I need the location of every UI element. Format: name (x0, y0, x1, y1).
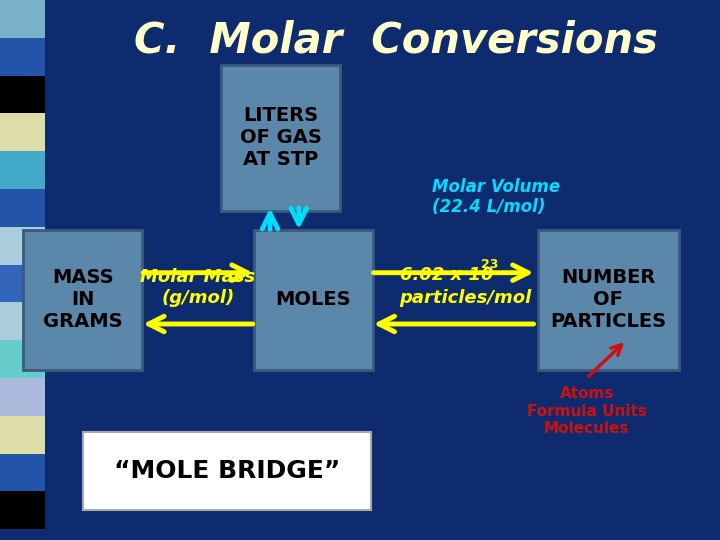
Text: 6.02 x 10: 6.02 x 10 (400, 266, 493, 285)
Bar (0, 76, 45, 113)
Text: particles/mol: particles/mol (400, 289, 532, 307)
FancyBboxPatch shape (222, 65, 341, 211)
Text: MASS
IN
GRAMS: MASS IN GRAMS (43, 268, 122, 331)
Text: “MOLE BRIDGE”: “MOLE BRIDGE” (114, 459, 340, 483)
Bar (0, 265, 45, 302)
Bar (0, 378, 45, 416)
Text: MOLES: MOLES (275, 290, 351, 309)
Text: Atoms
Formula Units
Molecules: Atoms Formula Units Molecules (527, 386, 647, 436)
Bar (0, 416, 45, 454)
FancyBboxPatch shape (538, 230, 678, 370)
Text: NUMBER
OF
PARTICLES: NUMBER OF PARTICLES (550, 268, 667, 331)
Bar (0, 227, 45, 265)
Bar (0, 491, 45, 529)
Text: Molar Volume
(22.4 L/mol): Molar Volume (22.4 L/mol) (432, 178, 560, 217)
Bar (0, 151, 45, 189)
Text: 23: 23 (481, 258, 498, 271)
Bar (0, 113, 45, 151)
Bar (0, 0, 45, 38)
Text: C.  Molar  Conversions: C. Molar Conversions (134, 19, 658, 62)
Bar (0, 454, 45, 491)
Text: LITERS
OF GAS
AT STP: LITERS OF GAS AT STP (240, 106, 322, 169)
Text: Molar Mass
(g/mol): Molar Mass (g/mol) (140, 268, 256, 307)
Bar (0, 189, 45, 227)
Bar (0, 340, 45, 378)
Bar (0, 38, 45, 76)
FancyBboxPatch shape (253, 230, 373, 370)
FancyBboxPatch shape (24, 230, 143, 370)
FancyBboxPatch shape (83, 432, 371, 510)
Bar (0, 302, 45, 340)
